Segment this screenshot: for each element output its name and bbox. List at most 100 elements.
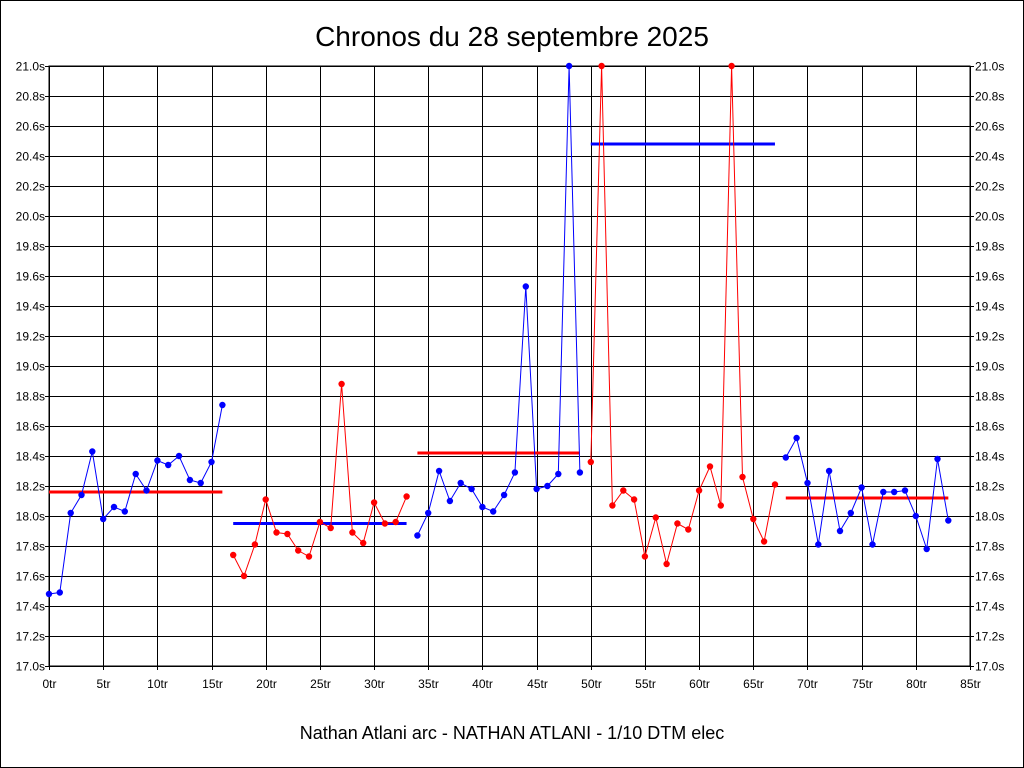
data-point: [511, 469, 519, 476]
data-point: [295, 547, 302, 554]
data-point: [565, 62, 573, 70]
y-tick-label-right: 20.2s: [975, 180, 1004, 194]
data-point: [934, 455, 941, 463]
chart-subtitle: Nathan Atlani arc - NATHAN ATLANI - 1/10…: [300, 723, 724, 743]
y-tick-label-right: 21.0s: [975, 60, 1004, 74]
x-tick-label: 75tr: [852, 677, 873, 691]
data-point: [728, 62, 735, 70]
y-tick-label-right: 19.4s: [975, 300, 1004, 314]
data-point: [78, 491, 85, 499]
data-point: [414, 532, 421, 539]
data-point: [869, 541, 876, 548]
series-line: [48, 404, 223, 595]
data-point: [793, 434, 800, 442]
series-4: [587, 62, 779, 568]
x-tick-label: 40tr: [472, 677, 493, 691]
y-tick-label-right: 18.0s: [975, 510, 1004, 524]
data-point: [435, 467, 443, 475]
data-point: [739, 473, 746, 481]
grid: [49, 66, 971, 667]
y-tick-label-right: 18.2s: [975, 480, 1004, 494]
x-tick-label: 65tr: [743, 677, 764, 691]
data-point: [858, 484, 865, 491]
data-point: [815, 541, 822, 548]
y-tick-label-left: 19.0s: [16, 360, 45, 374]
data-point: [175, 452, 183, 460]
y-tick-label-right: 19.2s: [975, 330, 1004, 344]
data-point: [403, 493, 410, 500]
data-point: [186, 476, 194, 484]
y-tick-label-right: 17.8s: [975, 540, 1004, 554]
data-point: [197, 479, 204, 487]
y-tick-label-right: 17.6s: [975, 570, 1004, 584]
x-tick-label: 45tr: [527, 677, 548, 691]
y-tick-label-right: 19.6s: [975, 270, 1004, 284]
data-point: [490, 508, 497, 515]
y-tick-label-left: 17.2s: [16, 630, 45, 644]
data-point: [891, 488, 898, 496]
data-point: [641, 553, 649, 560]
y-tick-label-left: 20.6s: [16, 120, 45, 134]
data-point: [446, 497, 454, 505]
data-point: [760, 538, 768, 545]
x-tick-label: 30tr: [364, 677, 385, 691]
series-line: [785, 436, 949, 550]
data-point: [576, 469, 584, 476]
data-point: [630, 496, 638, 503]
data-point: [305, 553, 313, 560]
x-tick-label: 10tr: [147, 677, 168, 691]
data-point: [771, 481, 779, 488]
data-point: [804, 479, 811, 487]
y-tick-label-right: 18.6s: [975, 420, 1004, 434]
data-point: [360, 539, 367, 547]
data-point: [544, 482, 551, 490]
data-point: [825, 467, 833, 475]
data-point: [56, 589, 63, 596]
series: [45, 62, 952, 598]
data-point: [262, 496, 269, 503]
x-tick-label: 20tr: [256, 677, 277, 691]
y-tick-label-left: 18.4s: [16, 450, 45, 464]
data-point: [500, 491, 508, 499]
data-point: [555, 470, 562, 478]
data-point: [609, 502, 616, 509]
data-point: [251, 541, 259, 548]
data-point: [923, 545, 930, 553]
y-tick-label-left: 21.0s: [16, 60, 45, 74]
x-tick-label: 60tr: [689, 677, 710, 691]
data-point: [533, 485, 540, 493]
x-tick-label: 70tr: [797, 677, 818, 691]
data-point: [338, 380, 345, 388]
x-tick-label: 25tr: [310, 677, 331, 691]
y-tick-label-left: 20.0s: [16, 210, 45, 224]
data-point: [457, 479, 464, 487]
y-tick-label-right: 17.0s: [975, 660, 1004, 674]
y-tick-label-right: 19.8s: [975, 240, 1004, 254]
y-tick-label-right: 20.8s: [975, 90, 1004, 104]
data-point: [208, 458, 215, 466]
data-point: [587, 458, 594, 466]
y-tick-label-right: 20.0s: [975, 210, 1004, 224]
data-point: [89, 448, 96, 455]
data-point: [132, 470, 139, 478]
y-tick-label-left: 18.2s: [16, 480, 45, 494]
series-line: [590, 65, 776, 565]
data-point: [165, 461, 172, 469]
y-tick-label-left: 18.0s: [16, 510, 45, 524]
data-point: [381, 520, 389, 527]
y-tick-label-left: 18.8s: [16, 390, 45, 404]
data-point: [219, 401, 226, 409]
x-tick-label: 80tr: [906, 677, 927, 691]
x-tick-label: 35tr: [418, 677, 439, 691]
series-3: [414, 62, 584, 539]
data-point: [674, 520, 681, 527]
data-point: [143, 487, 150, 494]
data-point: [392, 518, 399, 526]
y-tick-label-left: 17.8s: [16, 540, 45, 554]
data-point: [316, 518, 324, 526]
data-point: [468, 485, 475, 493]
x-tick-label: 85tr: [960, 677, 981, 691]
data-point: [327, 524, 334, 532]
series-line: [416, 65, 581, 536]
